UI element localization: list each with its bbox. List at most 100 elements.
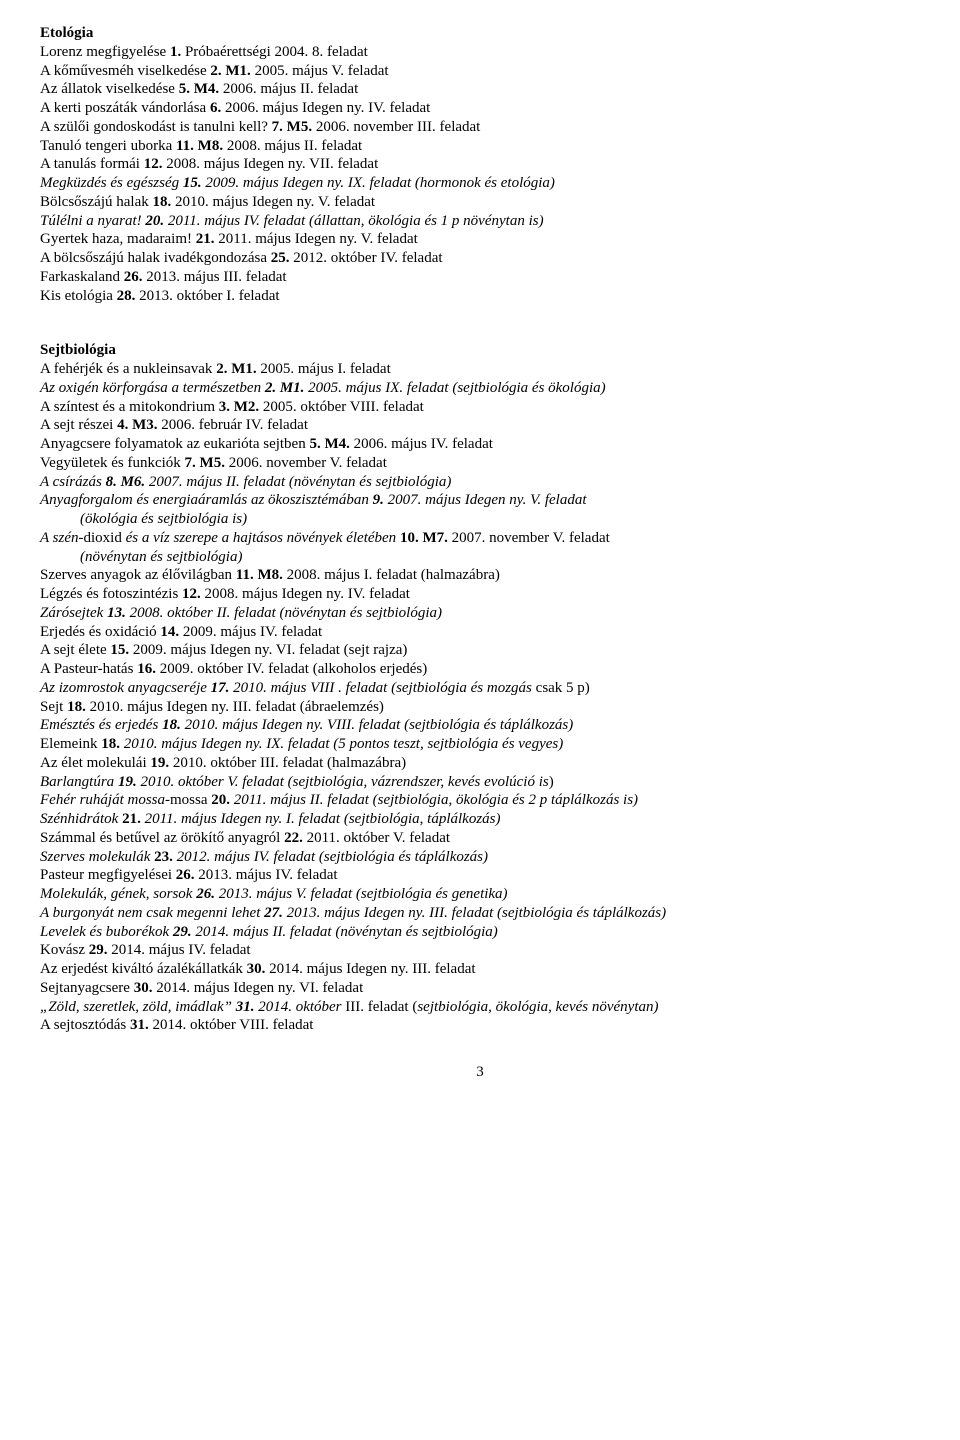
text-segment: Emésztés és erjedés: [40, 717, 162, 733]
text-segment: 2006. február IV. feladat: [157, 417, 308, 433]
text-segment: 18.: [67, 699, 86, 715]
text-line: Gyertek haza, madaraim! 21. 2011. május …: [40, 230, 920, 249]
text-segment: Sejtanyagcsere: [40, 980, 134, 996]
text-segment: Szerves anyagok az élővilágban: [40, 567, 236, 583]
text-segment: 18.: [162, 717, 181, 733]
text-segment: 12.: [144, 156, 163, 172]
text-segment: 26.: [196, 886, 215, 902]
text-segment: Légzés és fotoszintézis: [40, 586, 182, 602]
text-segment: Kovász: [40, 942, 89, 958]
text-line: Farkaskaland 26. 2013. május III. felada…: [40, 268, 920, 287]
text-line: A Pasteur-hatás 16. 2009. október IV. fe…: [40, 660, 920, 679]
text-line: Szerves molekulák 23. 2012. május IV. fe…: [40, 848, 920, 867]
text-segment: Anyagcsere folyamatok az eukarióta sejtb…: [40, 436, 309, 452]
text-segment: Kis etológia: [40, 288, 117, 304]
text-segment: Elemeink: [40, 736, 101, 752]
text-segment: dioxid: [83, 530, 125, 546]
text-line: Elemeink 18. 2010. május Idegen ny. IX. …: [40, 735, 920, 754]
text-segment: A színtest és a mitokondrium: [40, 399, 219, 415]
text-segment: A burgonyát nem csak megenni lehet: [40, 905, 264, 921]
text-segment: 18.: [152, 194, 171, 210]
text-segment: 21.: [122, 811, 141, 827]
text-line: A burgonyát nem csak megenni lehet 27. 2…: [40, 904, 920, 923]
text-segment: A szülői gondoskodást is tanulni kell?: [40, 119, 272, 135]
text-segment: III. feladat (: [345, 999, 417, 1015]
text-segment: Fehér ruháját mossa-: [40, 792, 170, 808]
text-line: Lorenz megfigyelése 1. Próbaérettségi 20…: [40, 43, 920, 62]
text-segment: Tanuló tengeri uborka: [40, 138, 176, 154]
text-segment: 20.: [211, 792, 230, 808]
text-segment: Megküzdés és egészség: [40, 175, 183, 191]
text-segment: 20.: [145, 213, 164, 229]
text-segment: 17.: [211, 680, 230, 696]
text-segment: 9.: [373, 492, 384, 508]
text-segment: „Zöld, szeretlek, zöld, imádlak”: [40, 999, 236, 1015]
text-segment: 2010. május VIII . feladat (sejtbiológia…: [229, 680, 535, 696]
text-line: Légzés és fotoszintézis 12. 2008. május …: [40, 585, 920, 604]
text-segment: A fehérjék és a nukleinsavak: [40, 361, 216, 377]
text-line: Az élet molekulái 19. 2010. október III.…: [40, 754, 920, 773]
text-segment: mossa: [170, 792, 211, 808]
text-segment: A kőművesméh viselkedése: [40, 63, 210, 79]
text-segment: Vegyületek és funkciók: [40, 455, 185, 471]
text-segment: 2013. május V. feladat (sejtbiológia és …: [215, 886, 508, 902]
text-line: Anyagforgalom és energiaáramlás az ökosz…: [40, 491, 920, 510]
text-segment: 31.: [130, 1017, 149, 1033]
text-line: Túlélni a nyarat! 20. 2011. május IV. fe…: [40, 212, 920, 231]
section-spacer: [40, 305, 920, 323]
text-line: A színtest és a mitokondrium 3. M2. 2005…: [40, 398, 920, 417]
text-line: Zárósejtek 13. 2008. október II. feladat…: [40, 604, 920, 623]
text-segment: A tanulás formái: [40, 156, 144, 172]
text-segment: 2006. május II. feladat: [219, 81, 358, 97]
text-segment: 19.: [150, 755, 169, 771]
text-segment: 2006. május Idegen ny. IV. feladat: [221, 100, 430, 116]
text-segment: 4. M3.: [117, 417, 157, 433]
text-segment: 2013. május IV. feladat: [195, 867, 338, 883]
text-segment: 2014. október VIII. feladat: [149, 1017, 314, 1033]
text-segment: 27.: [264, 905, 283, 921]
text-segment: 16.: [137, 661, 156, 677]
text-segment: 2014. május II. feladat (növénytan és se…: [192, 924, 498, 940]
text-segment: 7. M5.: [185, 455, 225, 471]
text-line: Vegyületek és funkciók 7. M5. 2006. nove…: [40, 454, 920, 473]
text-segment: 2010. május Idegen ny. IX. feladat (5 po…: [124, 736, 564, 752]
etologia-lines: Lorenz megfigyelése 1. Próbaérettségi 20…: [40, 43, 920, 306]
text-segment: 2009. október IV. feladat (alkoholos erj…: [156, 661, 427, 677]
text-line: A szülői gondoskodást is tanulni kell? 7…: [40, 118, 920, 137]
text-segment: 2010. május Idegen ny. VIII. feladat (se…: [181, 717, 573, 733]
text-segment: 2011. május IV. feladat (állattan, ökoló…: [164, 213, 543, 229]
text-line: A sejt részei 4. M3. 2006. február IV. f…: [40, 416, 920, 435]
text-line: Az izomrostok anyagcseréje 17. 2010. máj…: [40, 679, 920, 698]
text-segment: 2006. november III. feladat: [312, 119, 480, 135]
text-segment: A sejtosztódás: [40, 1017, 130, 1033]
text-line: A tanulás formái 12. 2008. május Idegen …: [40, 155, 920, 174]
text-segment: Az állatok viselkedése: [40, 81, 179, 97]
text-segment: 25.: [271, 250, 290, 266]
text-line: A csírázás 8. M6. 2007. május II. felada…: [40, 473, 920, 492]
text-segment: 26.: [124, 269, 143, 285]
text-segment: 2011. október V. feladat: [303, 830, 450, 846]
text-line: Erjedés és oxidáció 14. 2009. május IV. …: [40, 623, 920, 642]
text-segment: Az oxigén körforgása a természetben: [40, 380, 265, 396]
text-segment: 2007. május Idegen ny. V. feladat: [384, 492, 587, 508]
text-segment: Farkaskaland: [40, 269, 124, 285]
text-segment: 2013. május III. feladat: [142, 269, 286, 285]
text-segment: 2006. november V. feladat: [225, 455, 387, 471]
text-line: Emésztés és erjedés 18. 2010. május Ideg…: [40, 716, 920, 735]
text-segment: 2014. május IV. feladat: [108, 942, 251, 958]
text-line: Anyagcsere folyamatok az eukarióta sejtb…: [40, 435, 920, 454]
text-segment: Sejt: [40, 699, 67, 715]
text-segment: ): [549, 774, 554, 790]
text-segment: 15.: [183, 175, 202, 191]
text-line: A kőművesméh viselkedése 2. M1. 2005. má…: [40, 62, 920, 81]
text-segment: 8. M6.: [106, 474, 146, 490]
text-segment: 28.: [117, 288, 136, 304]
text-line: A fehérjék és a nukleinsavak 2. M1. 2005…: [40, 360, 920, 379]
text-segment: A Pasteur-hatás: [40, 661, 137, 677]
text-line: A sejtosztódás 31. 2014. október VIII. f…: [40, 1016, 920, 1035]
text-line: Tanuló tengeri uborka 11. M8. 2008. máju…: [40, 137, 920, 156]
text-line: Molekulák, gének, sorsok 26. 2013. május…: [40, 885, 920, 904]
text-segment: Szerves molekulák: [40, 849, 154, 865]
text-segment: Anyagforgalom és energiaáramlás az ökosz…: [40, 492, 373, 508]
text-segment: 2008. május Idegen ny. VII. feladat: [162, 156, 378, 172]
